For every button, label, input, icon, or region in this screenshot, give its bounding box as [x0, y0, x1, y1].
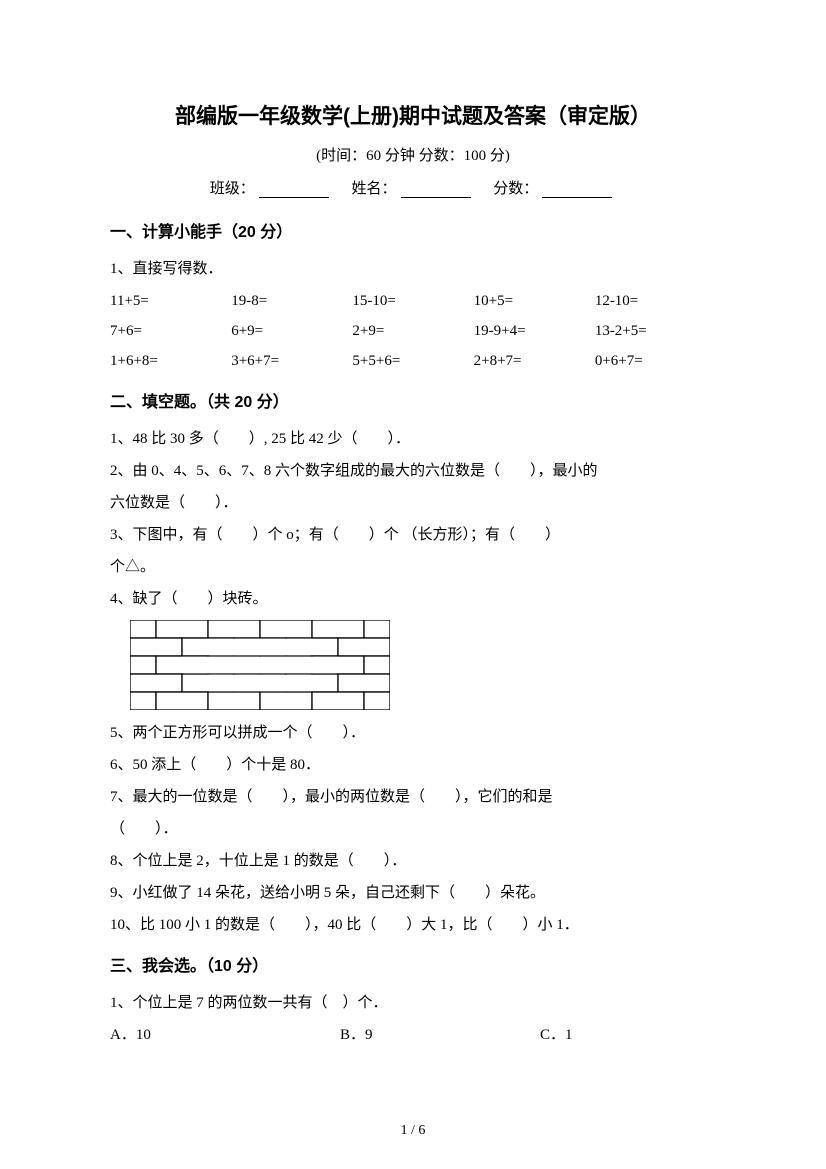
s2-q1: 1、48 比 30 多（ ）, 25 比 42 少（ ）．: [110, 424, 716, 454]
name-blank[interactable]: [401, 182, 471, 198]
opt-c: C．1: [540, 1020, 716, 1050]
s2-q7b: （ ）．: [110, 814, 716, 844]
calc-cell: 2+8+7=: [474, 346, 595, 376]
score-blank[interactable]: [542, 182, 612, 198]
calc-row: 11+5=19-8=15-10=10+5=12-10=: [110, 286, 716, 316]
brick-wall: [130, 620, 716, 710]
opt-a: A．10: [110, 1020, 340, 1050]
page-subtitle: (时间：60 分钟 分数：100 分): [110, 144, 716, 165]
calc-cell: 6+9=: [231, 316, 352, 346]
section-2-head: 二、填空题。（共 20 分）: [110, 388, 716, 412]
score-label: 分数：: [493, 181, 538, 197]
info-line: 班级： 姓名： 分数：: [110, 177, 716, 198]
calc-row: 1+6+8=3+6+7=5+5+6=2+8+7=0+6+7=: [110, 346, 716, 376]
s2-q2a: 2、由 0、4、5、6、7、8 六个数字组成的最大的六位数是（ ），最小的: [110, 456, 716, 486]
calc-cell: 1+6+8=: [110, 346, 231, 376]
s2-q8: 8、个位上是 2，十位上是 1 的数是（ ）．: [110, 846, 716, 876]
calc-cell: 12-10=: [595, 286, 716, 316]
opt-b: B．9: [340, 1020, 540, 1050]
s3-q1: 1、个位上是 7 的两位数一共有（ ）个．: [110, 988, 716, 1018]
calc-table: 11+5=19-8=15-10=10+5=12-10=7+6=6+9=2+9=1…: [110, 286, 716, 376]
s2-q7a: 7、最大的一位数是（ ），最小的两位数是（ ），它们的和是: [110, 782, 716, 812]
calc-row: 7+6=6+9=2+9=19-9+4=13-2+5=: [110, 316, 716, 346]
s2-q9: 9、小红做了 14 朵花，送给小明 5 朵，自己还剩下（ ）朵花。: [110, 878, 716, 908]
calc-cell: 13-2+5=: [595, 316, 716, 346]
calc-cell: 10+5=: [474, 286, 595, 316]
s2-q5: 5、两个正方形可以拼成一个（ ）．: [110, 718, 716, 748]
calc-cell: 19-9+4=: [474, 316, 595, 346]
calc-cell: 3+6+7=: [231, 346, 352, 376]
name-label: 姓名：: [351, 181, 396, 197]
s2-q3a: 3、下图中，有（ ）个 o；有（ ）个 （长方形）；有（ ）: [110, 520, 716, 550]
calc-cell: 11+5=: [110, 286, 231, 316]
s2-q4: 4、缺了（ ）块砖。: [110, 584, 716, 614]
section-1-head: 一、计算小能手（20 分）: [110, 218, 716, 242]
calc-cell: 2+9=: [352, 316, 473, 346]
s3-q1-options: A．10 B．9 C．1: [110, 1020, 716, 1050]
calc-cell: 19-8=: [231, 286, 352, 316]
page-title: 部编版一年级数学(上册)期中试题及答案（审定版）: [110, 100, 716, 130]
s2-q2b: 六位数是（ ）．: [110, 488, 716, 518]
calc-cell: 0+6+7=: [595, 346, 716, 376]
section-3-head: 三、我会选。（10 分）: [110, 952, 716, 976]
calc-cell: 7+6=: [110, 316, 231, 346]
s2-q6: 6、50 添上（ ）个十是 80．: [110, 750, 716, 780]
s2-q3b: 个△。: [110, 552, 716, 582]
calc-cell: 5+5+6=: [352, 346, 473, 376]
class-label: 班级：: [210, 181, 255, 197]
calc-cell: 15-10=: [352, 286, 473, 316]
page-number: 1 / 6: [0, 1123, 826, 1139]
s1-q1: 1、直接写得数．: [110, 254, 716, 284]
class-blank[interactable]: [259, 182, 329, 198]
s2-q10: 10、比 100 小 1 的数是（ ），40 比（ ）大 1，比（ ）小 1．: [110, 910, 716, 940]
